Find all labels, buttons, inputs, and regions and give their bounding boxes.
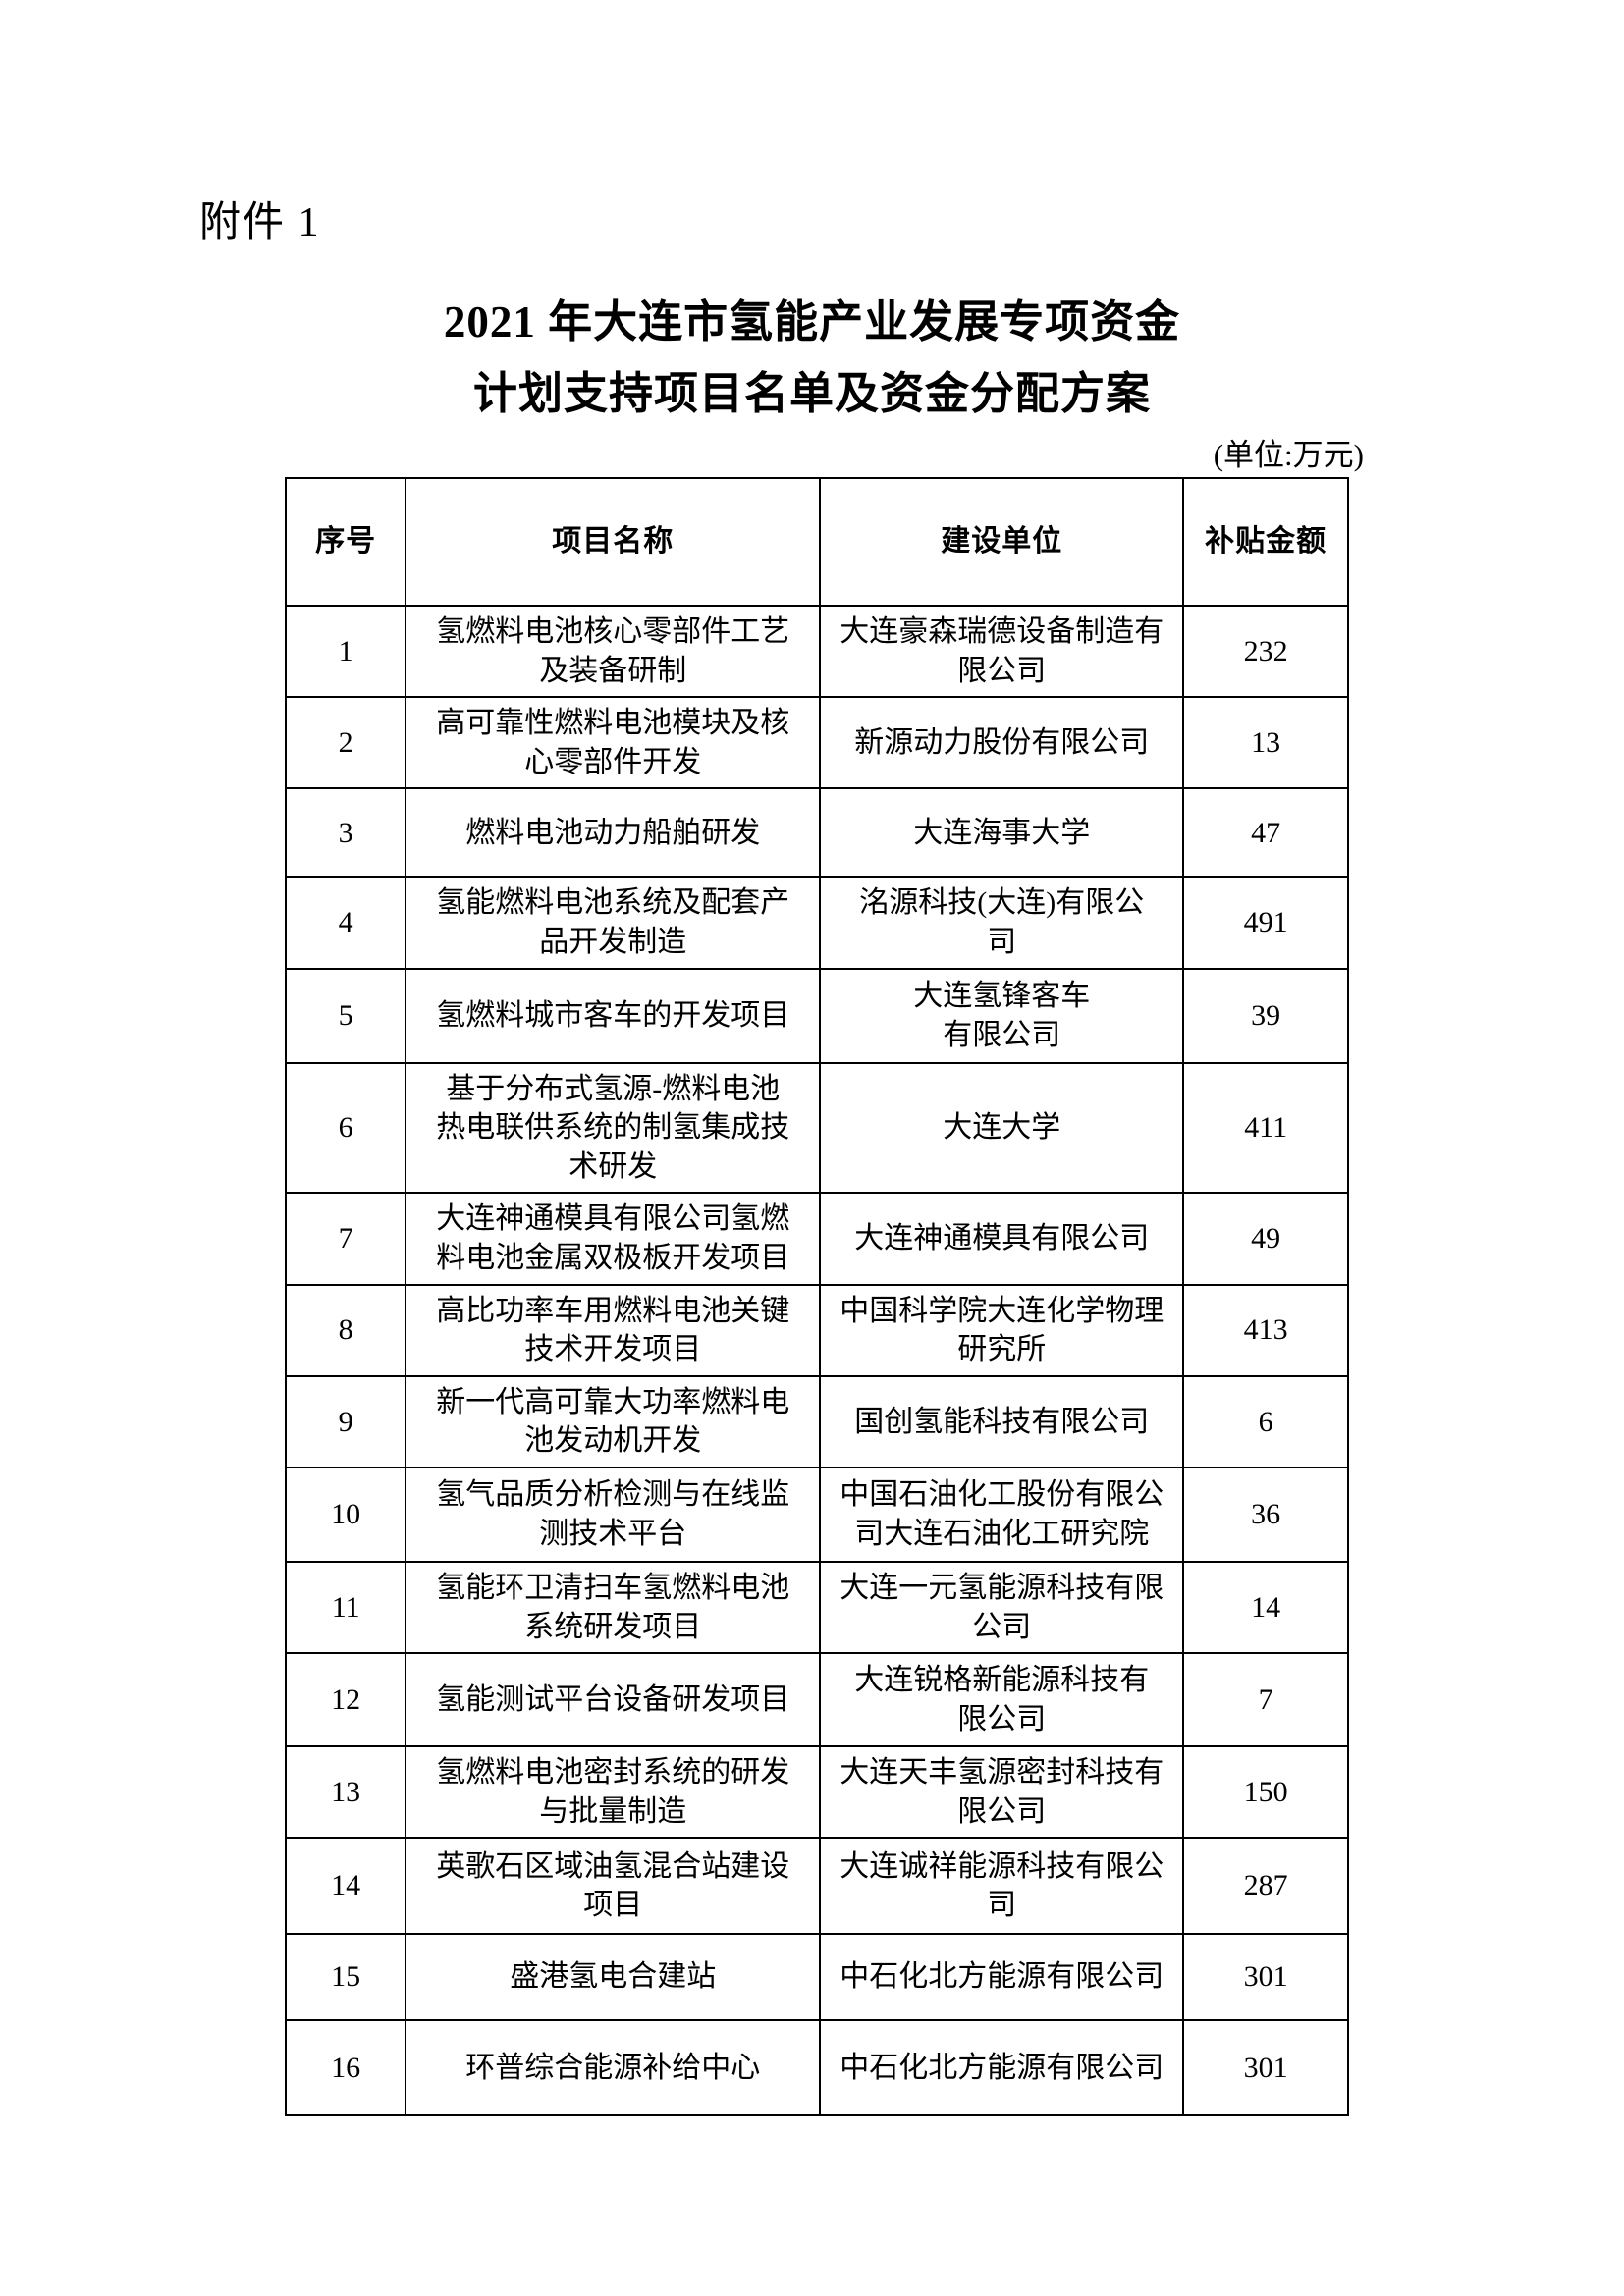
cell-amount: 36 [1182, 1466, 1349, 1563]
cell-unit: 大连氢锋客车 有限公司 [819, 967, 1185, 1064]
cell-amount: 150 [1182, 1745, 1349, 1840]
cell-no: 5 [284, 967, 407, 1064]
cell-no: 16 [284, 2019, 407, 2117]
cell-no: 14 [284, 1837, 407, 1936]
table-row: 5 氢燃料城市客车的开发项目 大连氢锋客车 有限公司 39 [284, 967, 1349, 1064]
cell-unit: 新源动力股份有限公司 [819, 696, 1185, 790]
table-row: 1 氢燃料电池核心零部件工艺 及装备研制 大连豪森瑞德设备制造有 限公司 232 [284, 604, 1349, 699]
cell-project: 英歌石区域油氢混合站建设 项目 [405, 1837, 822, 1936]
fund-allocation-table: 序号 项目名称 建设单位 补贴金额 1 氢燃料电池核心零部件工艺 及装备研制 大… [284, 477, 1349, 2117]
title-line-2: 计划支持项目名单及资金分配方案 [472, 368, 1151, 418]
cell-amount: 6 [1182, 1374, 1349, 1468]
cell-project: 新一代高可靠大功率燃料电 池发动机开发 [405, 1374, 822, 1468]
table-row: 6 基于分布式氢源-燃料电池 热电联供系统的制氢集成技 术研发 大连大学 411 [284, 1061, 1349, 1195]
column-header-project: 项目名称 [405, 477, 822, 607]
cell-project: 氢燃料电池核心零部件工艺 及装备研制 [405, 604, 822, 699]
table-row: 8 高比功率车用燃料电池关键 技术开发项目 中国科学院大连化学物理 研究所 41… [284, 1283, 1349, 1377]
cell-amount: 301 [1182, 1933, 1349, 2022]
unit-note: (单位:万元) [1213, 438, 1364, 472]
cell-unit: 洺源科技(大连)有限公 司 [819, 876, 1185, 970]
table-row: 10 氢气品质分析检测与在线监 测技术平台 中国石油化工股份有限公 司大连石油化… [284, 1466, 1349, 1563]
cell-unit: 大连天丰氢源密封科技有 限公司 [819, 1745, 1185, 1840]
cell-unit: 大连诚祥能源科技有限公 司 [819, 1837, 1185, 1936]
cell-no: 3 [284, 787, 407, 879]
cell-no: 4 [284, 876, 407, 970]
header-row: 序号 项目名称 建设单位 补贴金额 [284, 477, 1349, 607]
table-row: 12 氢能测试平台设备研发项目 大连锐格新能源科技有 限公司 7 [284, 1652, 1349, 1748]
cell-project: 氢能燃料电池系统及配套产 品开发制造 [405, 876, 822, 970]
cell-project: 氢燃料电池密封系统的研发 与批量制造 [405, 1745, 822, 1840]
cell-project: 高比功率车用燃料电池关键 技术开发项目 [405, 1283, 822, 1377]
cell-amount: 232 [1182, 604, 1349, 699]
cell-unit: 大连海事大学 [819, 787, 1185, 879]
cell-unit: 中国石油化工股份有限公 司大连石油化工研究院 [819, 1466, 1185, 1563]
cell-amount: 413 [1182, 1283, 1349, 1377]
cell-amount: 39 [1182, 967, 1349, 1064]
cell-project: 氢气品质分析检测与在线监 测技术平台 [405, 1466, 822, 1563]
cell-no: 6 [284, 1061, 407, 1195]
cell-amount: 491 [1182, 876, 1349, 970]
cell-no: 10 [284, 1466, 407, 1563]
cell-unit: 大连锐格新能源科技有 限公司 [819, 1652, 1185, 1748]
cell-unit: 国创氢能科技有限公司 [819, 1374, 1185, 1468]
table-row: 13 氢燃料电池密封系统的研发 与批量制造 大连天丰氢源密封科技有 限公司 15… [284, 1745, 1349, 1840]
table-row: 11 氢能环卫清扫车氢燃料电池 系统研发项目 大连一元氢能源科技有限 公司 14 [284, 1560, 1349, 1655]
cell-amount: 287 [1182, 1837, 1349, 1936]
cell-no: 8 [284, 1283, 407, 1377]
cell-no: 13 [284, 1745, 407, 1840]
cell-project: 基于分布式氢源-燃料电池 热电联供系统的制氢集成技 术研发 [405, 1061, 822, 1195]
cell-unit: 中石化北方能源有限公司 [819, 1933, 1185, 2022]
table-row: 16 环普综合能源补给中心 中石化北方能源有限公司 301 [284, 2019, 1349, 2117]
table-row: 9 新一代高可靠大功率燃料电 池发动机开发 国创氢能科技有限公司 6 [284, 1374, 1349, 1468]
cell-unit: 大连豪森瑞德设备制造有 限公司 [819, 604, 1185, 699]
table-row: 2 高可靠性燃料电池模块及核 心零部件开发 新源动力股份有限公司 13 [284, 696, 1349, 790]
column-header-amount: 补贴金额 [1182, 477, 1349, 607]
cell-project: 盛港氢电合建站 [405, 1933, 822, 2022]
cell-amount: 7 [1182, 1652, 1349, 1748]
cell-project: 高可靠性燃料电池模块及核 心零部件开发 [405, 696, 822, 790]
table-row: 14 英歌石区域油氢混合站建设 项目 大连诚祥能源科技有限公 司 287 [284, 1837, 1349, 1936]
cell-no: 1 [284, 604, 407, 699]
table-row: 3 燃料电池动力船舶研发 大连海事大学 47 [284, 787, 1349, 879]
cell-no: 11 [284, 1560, 407, 1655]
attachment-label: 附件 1 [199, 200, 321, 245]
table-row: 4 氢能燃料电池系统及配套产 品开发制造 洺源科技(大连)有限公 司 491 [284, 876, 1349, 970]
cell-project: 大连神通模具有限公司氢燃 料电池金属双极板开发项目 [405, 1192, 822, 1286]
cell-unit: 中国科学院大连化学物理 研究所 [819, 1283, 1185, 1377]
cell-unit: 中石化北方能源有限公司 [819, 2019, 1185, 2117]
column-header-no: 序号 [284, 477, 407, 607]
table-row: 15 盛港氢电合建站 中石化北方能源有限公司 301 [284, 1933, 1349, 2022]
cell-project: 燃料电池动力船舶研发 [405, 787, 822, 879]
cell-no: 2 [284, 696, 407, 790]
cell-amount: 411 [1182, 1061, 1349, 1195]
cell-project: 氢能环卫清扫车氢燃料电池 系统研发项目 [405, 1560, 822, 1655]
cell-no: 12 [284, 1652, 407, 1748]
column-header-unit: 建设单位 [819, 477, 1185, 607]
title-line-1: 2021 年大连市氢能产业发展专项资金 [443, 297, 1181, 347]
cell-project: 氢燃料城市客车的开发项目 [405, 967, 822, 1064]
cell-no: 9 [284, 1374, 407, 1468]
table-row: 7 大连神通模具有限公司氢燃 料电池金属双极板开发项目 大连神通模具有限公司 4… [284, 1192, 1349, 1286]
cell-amount: 47 [1182, 787, 1349, 879]
cell-project: 氢能测试平台设备研发项目 [405, 1652, 822, 1748]
cell-project: 环普综合能源补给中心 [405, 2019, 822, 2117]
cell-amount: 14 [1182, 1560, 1349, 1655]
cell-unit: 大连神通模具有限公司 [819, 1192, 1185, 1286]
cell-no: 7 [284, 1192, 407, 1286]
cell-no: 15 [284, 1933, 407, 2022]
cell-amount: 301 [1182, 2019, 1349, 2117]
cell-unit: 大连一元氢能源科技有限 公司 [819, 1560, 1185, 1655]
document-title: 2021 年大连市氢能产业发展专项资金 计划支持项目名单及资金分配方案 [0, 287, 1624, 430]
cell-amount: 49 [1182, 1192, 1349, 1286]
cell-amount: 13 [1182, 696, 1349, 790]
cell-unit: 大连大学 [819, 1061, 1185, 1195]
